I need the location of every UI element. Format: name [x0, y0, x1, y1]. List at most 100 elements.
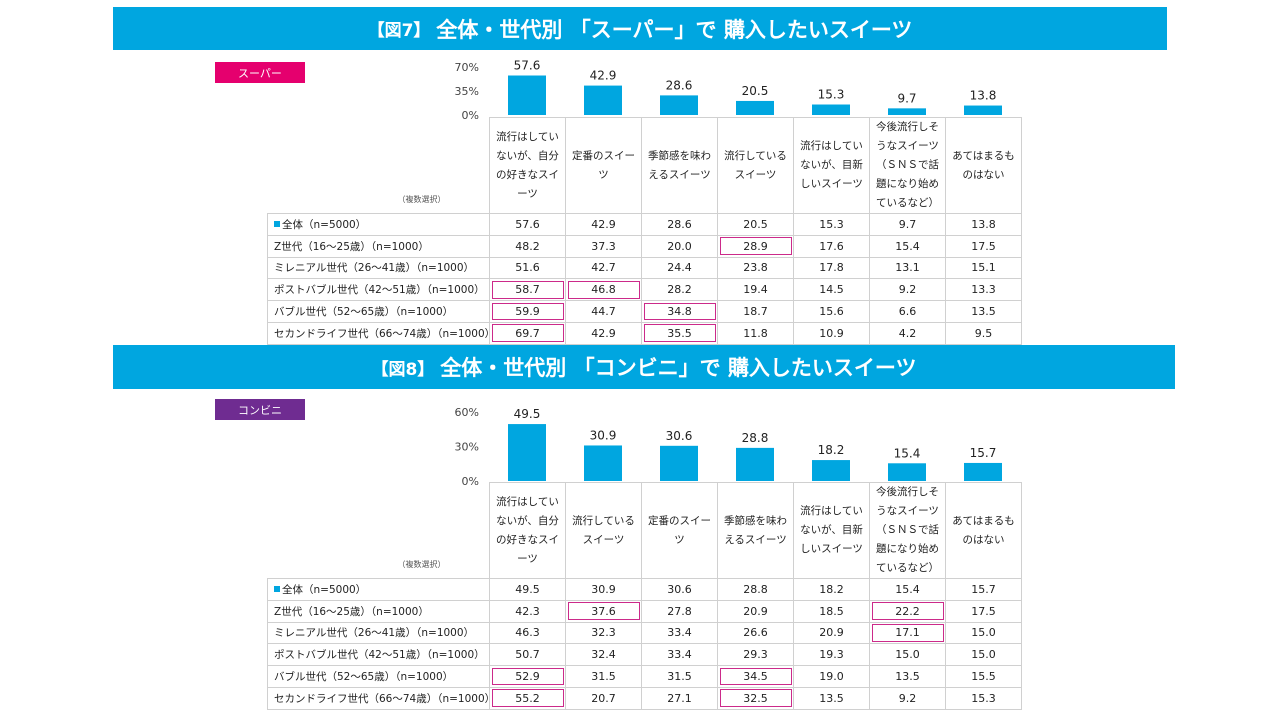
table-row: ミレニアル世代（26～41歳）（n=1000） 51.6 42.7 24.4 23.8 1…: [267, 256, 1022, 280]
table-cell: 26.6: [717, 621, 794, 645]
table-cell: 15.3: [945, 686, 1022, 710]
table-row: バブル世代（52～65歳）（n=1000） 52.9 31.5 31.5 34.5 19.…: [267, 665, 1022, 688]
bar-value-label: 13.8: [970, 89, 997, 103]
table-row: ミレニアル世代（26～41歳）（n=1000） 46.3 32.3 33.4 26.6 2…: [267, 621, 1022, 645]
bar: [660, 445, 698, 481]
table-cell: 17.1: [869, 621, 946, 645]
table-cell: 18.2: [793, 578, 870, 601]
bar: [812, 104, 850, 115]
row-label: ポストバブル世代（42～51歳）（n=1000）: [267, 643, 490, 667]
row-label: ポストバブル世代（42～51歳）（n=1000）: [267, 278, 490, 302]
table-cell: 49.5: [489, 578, 566, 601]
multiple-choice-note: （複数選択）: [267, 117, 490, 214]
column-header: 季節感を味わ えるスイーツ: [641, 117, 718, 214]
bar: [584, 445, 622, 481]
table-cell: 31.5: [641, 665, 718, 688]
table-cell: 32.3: [565, 621, 642, 645]
bar-value-label: 30.9: [590, 428, 617, 442]
table-cell: 33.4: [641, 643, 718, 667]
bar-value-label: 49.5: [514, 407, 541, 421]
column-header: 流行している スイーツ: [565, 482, 642, 579]
table-cell: 17.5: [945, 599, 1022, 623]
table-cell: 42.9: [565, 321, 642, 345]
table-cell: 27.8: [641, 599, 718, 623]
table-cell: 19.3: [793, 643, 870, 667]
column-header: 今後流行しそ うなスイーツ （ＳＮＳで話 題になり始め ているなど）: [869, 482, 946, 579]
table-row: セカンドライフ世代（66～74歳）（n=1000） 69.7 42.9 35.5 11.…: [267, 321, 1022, 345]
table-cell: 15.3: [793, 213, 870, 236]
figure-8-banner: 【図8】 全体・世代別 「コンビニ」で 購入したいスイーツ: [113, 345, 1175, 389]
y-tick-label: 35%: [455, 85, 479, 98]
table-cell: 32.5: [717, 686, 794, 710]
table-cell: 15.0: [945, 643, 1022, 667]
row-label: 全体（n=5000）: [267, 213, 490, 236]
column-header: 定番のスイーツ: [641, 482, 718, 579]
row-label: Z世代（16～25歳）（n=1000）: [267, 599, 490, 623]
legend-square-icon: [274, 585, 280, 592]
table-cell: 13.5: [793, 686, 870, 710]
table-row: ポストバブル世代（42～51歳）（n=1000） 50.7 32.4 33.4 29.3…: [267, 643, 1022, 667]
table-header-row: （複数選択） 流行はしてい ないが、自分 の好きなスイ ーツ 流行している スイーツ 定番のス…: [267, 482, 1022, 579]
table-header-row: （複数選択） 流行はしてい ないが、自分 の好きなスイ ーツ 定番のスイーツ季節感を味わえ…: [267, 117, 1022, 214]
column-header: 流行はしてい ないが、目新 しいスイーツ: [793, 482, 870, 579]
table-cell: 15.0: [869, 643, 946, 667]
multiple-choice-note: （複数選択）: [267, 482, 490, 579]
bar-value-label: 30.6: [666, 429, 693, 443]
bar-value-label: 57.6: [514, 59, 541, 73]
figure-7-title: 全体・世代別 「スーパー」で 購入したいスイーツ: [436, 17, 913, 42]
bar-value-label: 42.9: [590, 69, 617, 83]
column-header: 流行はしてい ないが、目新 しいスイーツ: [793, 117, 870, 214]
figure-8-tag: コンビニ: [215, 399, 305, 420]
table-cell: 31.5: [565, 665, 642, 688]
figure-7-table: （複数選択） 流行はしてい ないが、自分 の好きなスイ ーツ 定番のスイーツ季節感を味わえ…: [267, 117, 1022, 345]
table-cell: 13.3: [945, 278, 1022, 302]
table-cell: 9.5: [945, 321, 1022, 345]
table-cell: 44.7: [565, 300, 642, 323]
table-cell: 69.7: [489, 321, 566, 345]
bar-value-label: 15.7: [970, 446, 997, 460]
table-cell: 52.9: [489, 665, 566, 688]
row-label: バブル世代（52～65歳）（n=1000）: [267, 665, 490, 688]
figure-8-label: 【図8】: [371, 359, 435, 380]
y-tick-label: 70%: [455, 61, 479, 74]
table-cell: 32.4: [565, 643, 642, 667]
table-cell: 29.3: [717, 643, 794, 667]
table-cell: 37.6: [565, 599, 642, 623]
table-cell: 24.4: [641, 256, 718, 280]
table-cell: 15.5: [945, 665, 1022, 688]
table-cell: 9.7: [869, 213, 946, 236]
bar: [508, 75, 546, 115]
table-cell: 19.0: [793, 665, 870, 688]
table-cell: 15.4: [869, 578, 946, 601]
table-cell: 20.7: [565, 686, 642, 710]
column-header: 定番のスイーツ: [565, 117, 642, 214]
table-cell: 57.6: [489, 213, 566, 236]
row-label: セカンドライフ世代（66～74歳）（n=1000）: [267, 321, 490, 345]
bar-value-label: 20.5: [742, 84, 769, 98]
table-cell: 15.7: [945, 578, 1022, 601]
table-cell: 50.7: [489, 643, 566, 667]
bar: [964, 462, 1002, 481]
bar-value-label: 18.2: [818, 443, 845, 457]
bar: [736, 100, 774, 115]
row-label: ミレニアル世代（26～41歳）（n=1000）: [267, 621, 490, 645]
table-cell: 13.8: [945, 213, 1022, 236]
table-cell: 15.6: [793, 300, 870, 323]
legend-square-icon: [274, 220, 280, 227]
table-cell: 30.6: [641, 578, 718, 601]
bar: [660, 95, 698, 115]
table-cell: 27.1: [641, 686, 718, 710]
table-cell: 46.8: [565, 278, 642, 302]
figure-8-table: （複数選択） 流行はしてい ないが、自分 の好きなスイ ーツ 流行している スイーツ 定番のス…: [267, 482, 1022, 710]
table-row: セカンドライフ世代（66～74歳）（n=1000） 55.2 20.7 27.1 32.…: [267, 686, 1022, 710]
table-cell: 9.2: [869, 686, 946, 710]
figure-7-label: 【図7】: [367, 21, 431, 41]
column-header: 流行している スイーツ: [717, 117, 794, 214]
figure-7-tag: スーパー: [215, 62, 305, 83]
row-label: セカンドライフ世代（66～74歳）（n=1000）: [267, 686, 490, 710]
table-cell: 30.9: [565, 578, 642, 601]
table-cell: 20.9: [793, 621, 870, 645]
bar: [888, 463, 926, 481]
